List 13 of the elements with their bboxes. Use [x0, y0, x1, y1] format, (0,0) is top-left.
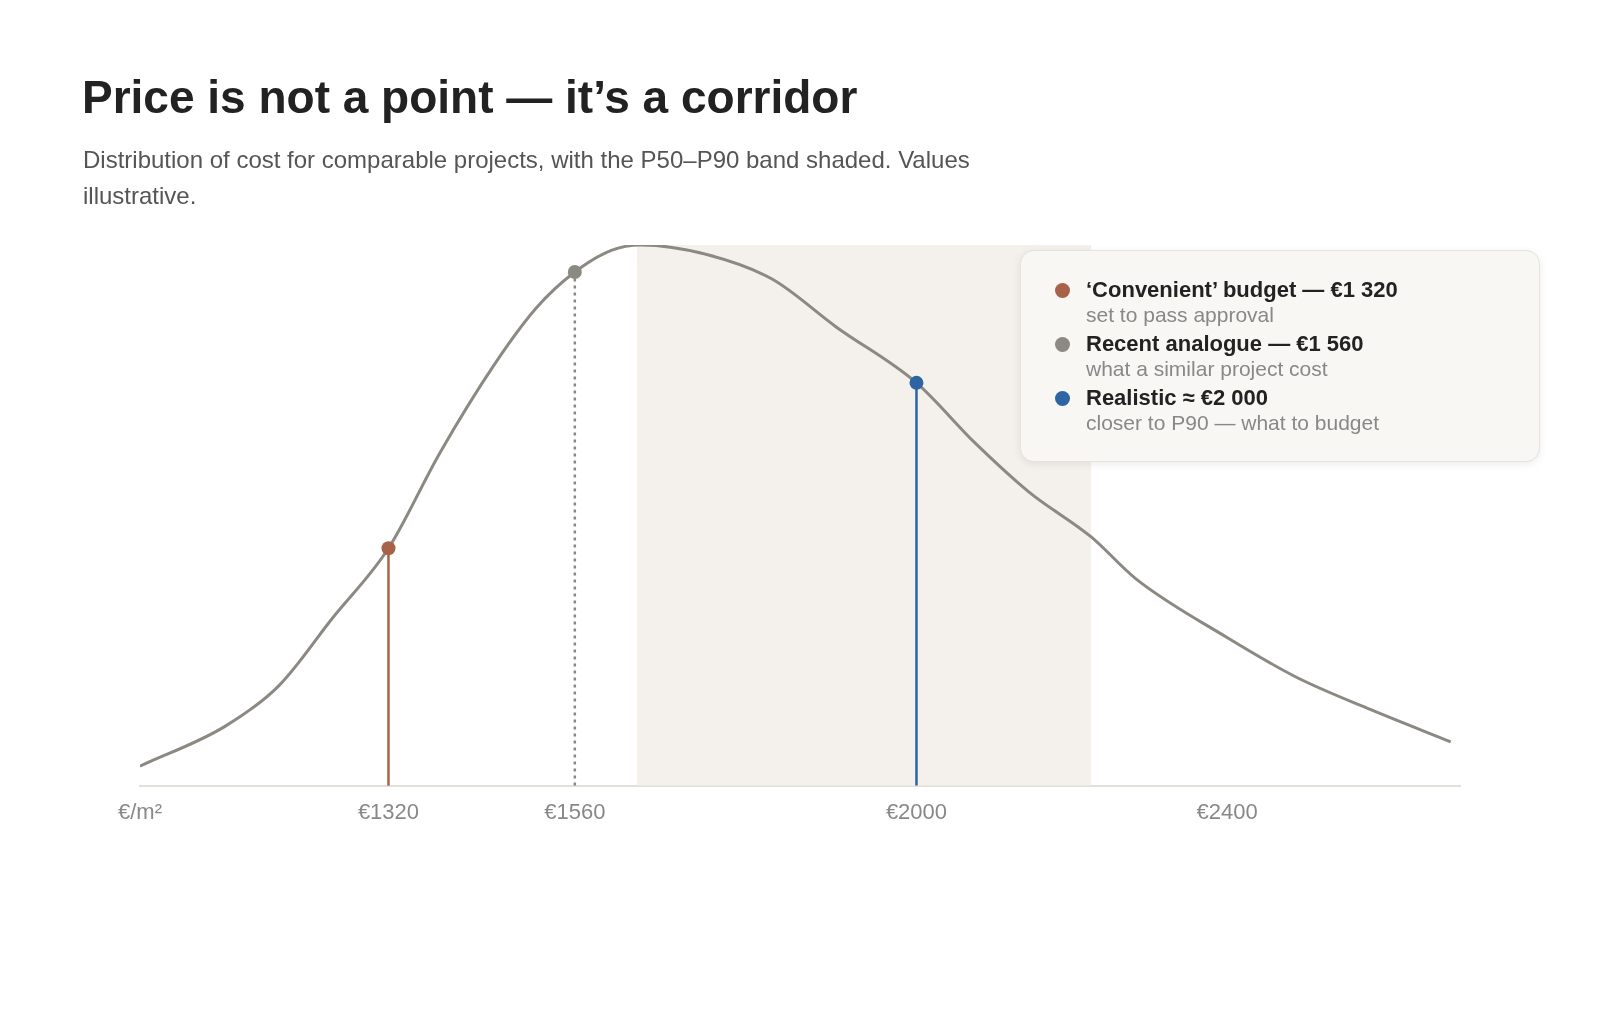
- x-tick-label: €2000: [885, 798, 948, 824]
- x-tick-label: €1560: [544, 798, 606, 824]
- legend-label: ‘Convenient’ budget — €1 320: [1086, 277, 1398, 303]
- chart-subtitle: Distribution of cost for comparable projects, with the P50–P90 band shaded. Values illustrative.: [83, 145, 971, 211]
- annotation: closer to P90 — what to budget: [1086, 411, 1380, 435]
- x-tick-label: €2400: [1196, 798, 1258, 824]
- chart-title: Price is not a point — it’s a corridor: [82, 70, 858, 124]
- annotation: set to pass approval: [1086, 303, 1275, 327]
- x-tick-label: €/m²: [118, 798, 162, 824]
- legend-label: Realistic ≈ €2 000: [1086, 385, 1270, 411]
- legend-label: Recent analogue — €1 560: [1086, 331, 1364, 357]
- annotation: what a similar project cost: [1086, 357, 1329, 381]
- x-tick-label: €1320: [357, 798, 420, 824]
